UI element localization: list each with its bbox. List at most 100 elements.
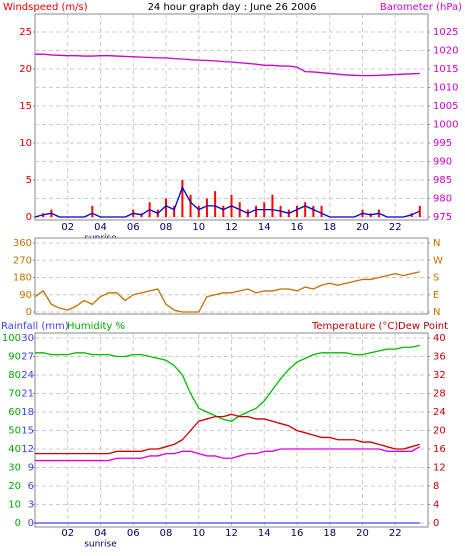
y-tick-label: 12 xyxy=(21,444,34,455)
data-line xyxy=(34,271,420,313)
y2-tick-label: 4 xyxy=(433,500,439,511)
x-tick-label: 14 xyxy=(258,528,271,539)
x-tick-label: 16 xyxy=(291,222,304,233)
y2-tick-label: N xyxy=(433,307,440,318)
x-tick-label: 02 xyxy=(61,528,74,539)
bar xyxy=(173,205,176,217)
bar xyxy=(181,180,184,217)
bar xyxy=(197,205,200,217)
y-tick-label: 10 xyxy=(19,138,32,149)
y-tick-label: 21 xyxy=(21,389,34,400)
bar xyxy=(296,205,298,217)
x-tick-label: 16 xyxy=(291,528,304,539)
y3-tick-label: 0 xyxy=(15,518,21,529)
bar xyxy=(271,194,274,217)
y2-tick-label: 980 xyxy=(433,194,452,205)
y-tick-label: 5 xyxy=(26,175,32,186)
y2-tick-label: 1015 xyxy=(433,64,458,75)
y3-tick-label: 80 xyxy=(8,370,21,381)
bar xyxy=(205,198,208,217)
x-tick-label: 08 xyxy=(160,222,173,233)
axis-label: Temperature (°C) xyxy=(311,321,398,332)
x-tick-label: 22 xyxy=(389,528,402,539)
x-tick-label: 10 xyxy=(192,222,205,233)
y2-tick-label: S xyxy=(433,273,439,284)
y-tick-label: 3 xyxy=(28,500,34,511)
bar xyxy=(214,191,217,217)
y2-tick-label: E xyxy=(433,290,439,301)
y-tick-label: 180 xyxy=(13,273,32,284)
plot-frame xyxy=(34,237,429,315)
y3-tick-label: 20 xyxy=(8,481,21,492)
y2-tick-label: 995 xyxy=(433,138,452,149)
bar xyxy=(165,198,167,217)
data-line xyxy=(35,446,421,462)
y2-tick-label: 8 xyxy=(433,481,439,492)
data-line xyxy=(35,53,420,77)
y-tick-label: 9 xyxy=(28,463,34,474)
y-tick-label: 6 xyxy=(28,481,34,492)
y2-tick-label: 12 xyxy=(433,463,446,474)
x-tick-label: 22 xyxy=(389,222,402,233)
y3-tick-label: 50 xyxy=(8,426,21,437)
y-tick-label: 360 xyxy=(13,238,32,249)
y2-tick-label: 16 xyxy=(433,444,446,455)
y2-tick-label: 36 xyxy=(433,352,446,363)
y-tick-label: 0 xyxy=(26,212,32,223)
x-tick-label: 20 xyxy=(356,528,369,539)
y2-tick-label: 1025 xyxy=(433,27,458,38)
y2-tick-label: 990 xyxy=(433,157,452,168)
y-tick-label: 15 xyxy=(21,426,34,437)
x-tick-label: 12 xyxy=(225,222,238,233)
y2-tick-label: 1020 xyxy=(433,46,458,57)
y3-tick-label: 60 xyxy=(8,407,21,418)
y-tick-label: 18 xyxy=(21,407,34,418)
axis-label: Barometer (hPa) xyxy=(380,2,462,13)
bar xyxy=(304,202,307,217)
bar xyxy=(312,205,315,217)
bar xyxy=(320,205,323,217)
y3-tick-label: 90 xyxy=(8,352,21,363)
y2-tick-label: 985 xyxy=(433,175,452,186)
y2-tick-label: 1005 xyxy=(433,101,458,112)
axis-label: Rainfall (mm) xyxy=(1,321,69,332)
y-tick-label: 15 xyxy=(19,101,32,112)
y3-tick-label: 10 xyxy=(8,500,21,511)
x-tick-label: 06 xyxy=(127,222,140,233)
y-tick-label: 25 xyxy=(19,27,32,38)
x-tick-label: 04 xyxy=(94,222,107,233)
x-tick-label: 02 xyxy=(61,222,74,233)
chart-title: 24 hour graph day : June 26 2006 xyxy=(148,2,317,13)
y-tick-label: 90 xyxy=(19,290,32,301)
data-line xyxy=(35,344,420,422)
y2-tick-label: 24 xyxy=(433,407,446,418)
x-tick-label: 10 xyxy=(192,528,205,539)
y-tick-label: 27 xyxy=(21,352,34,363)
y2-tick-label: N xyxy=(433,238,440,249)
x-tick-label: 20 xyxy=(356,222,369,233)
y3-tick-label: 40 xyxy=(8,444,21,455)
y-tick-label: 20 xyxy=(19,64,32,75)
y2-tick-label: W xyxy=(433,255,443,266)
axis-label: Dew Point xyxy=(398,321,448,332)
bar xyxy=(255,205,258,217)
y3-tick-label: 70 xyxy=(8,389,21,400)
x-tick-label: 04 xyxy=(94,528,107,539)
y2-tick-label: 975 xyxy=(433,212,452,223)
data-line xyxy=(34,185,421,218)
bar xyxy=(91,205,94,217)
y2-tick-label: 40 xyxy=(433,333,446,344)
bar xyxy=(189,194,192,217)
y3-tick-label: 30 xyxy=(8,463,21,474)
y3-tick-label: 100 xyxy=(2,333,21,344)
y-tick-label: 0 xyxy=(26,307,32,318)
annotation: sunrise xyxy=(84,540,117,550)
x-tick-label: 14 xyxy=(258,222,271,233)
y2-tick-label: 32 xyxy=(433,370,446,381)
y2-tick-label: 28 xyxy=(433,389,446,400)
y-tick-label: 0 xyxy=(28,518,34,529)
y2-tick-label: 0 xyxy=(433,518,439,529)
y-tick-label: 24 xyxy=(21,370,34,381)
bar xyxy=(222,205,225,217)
